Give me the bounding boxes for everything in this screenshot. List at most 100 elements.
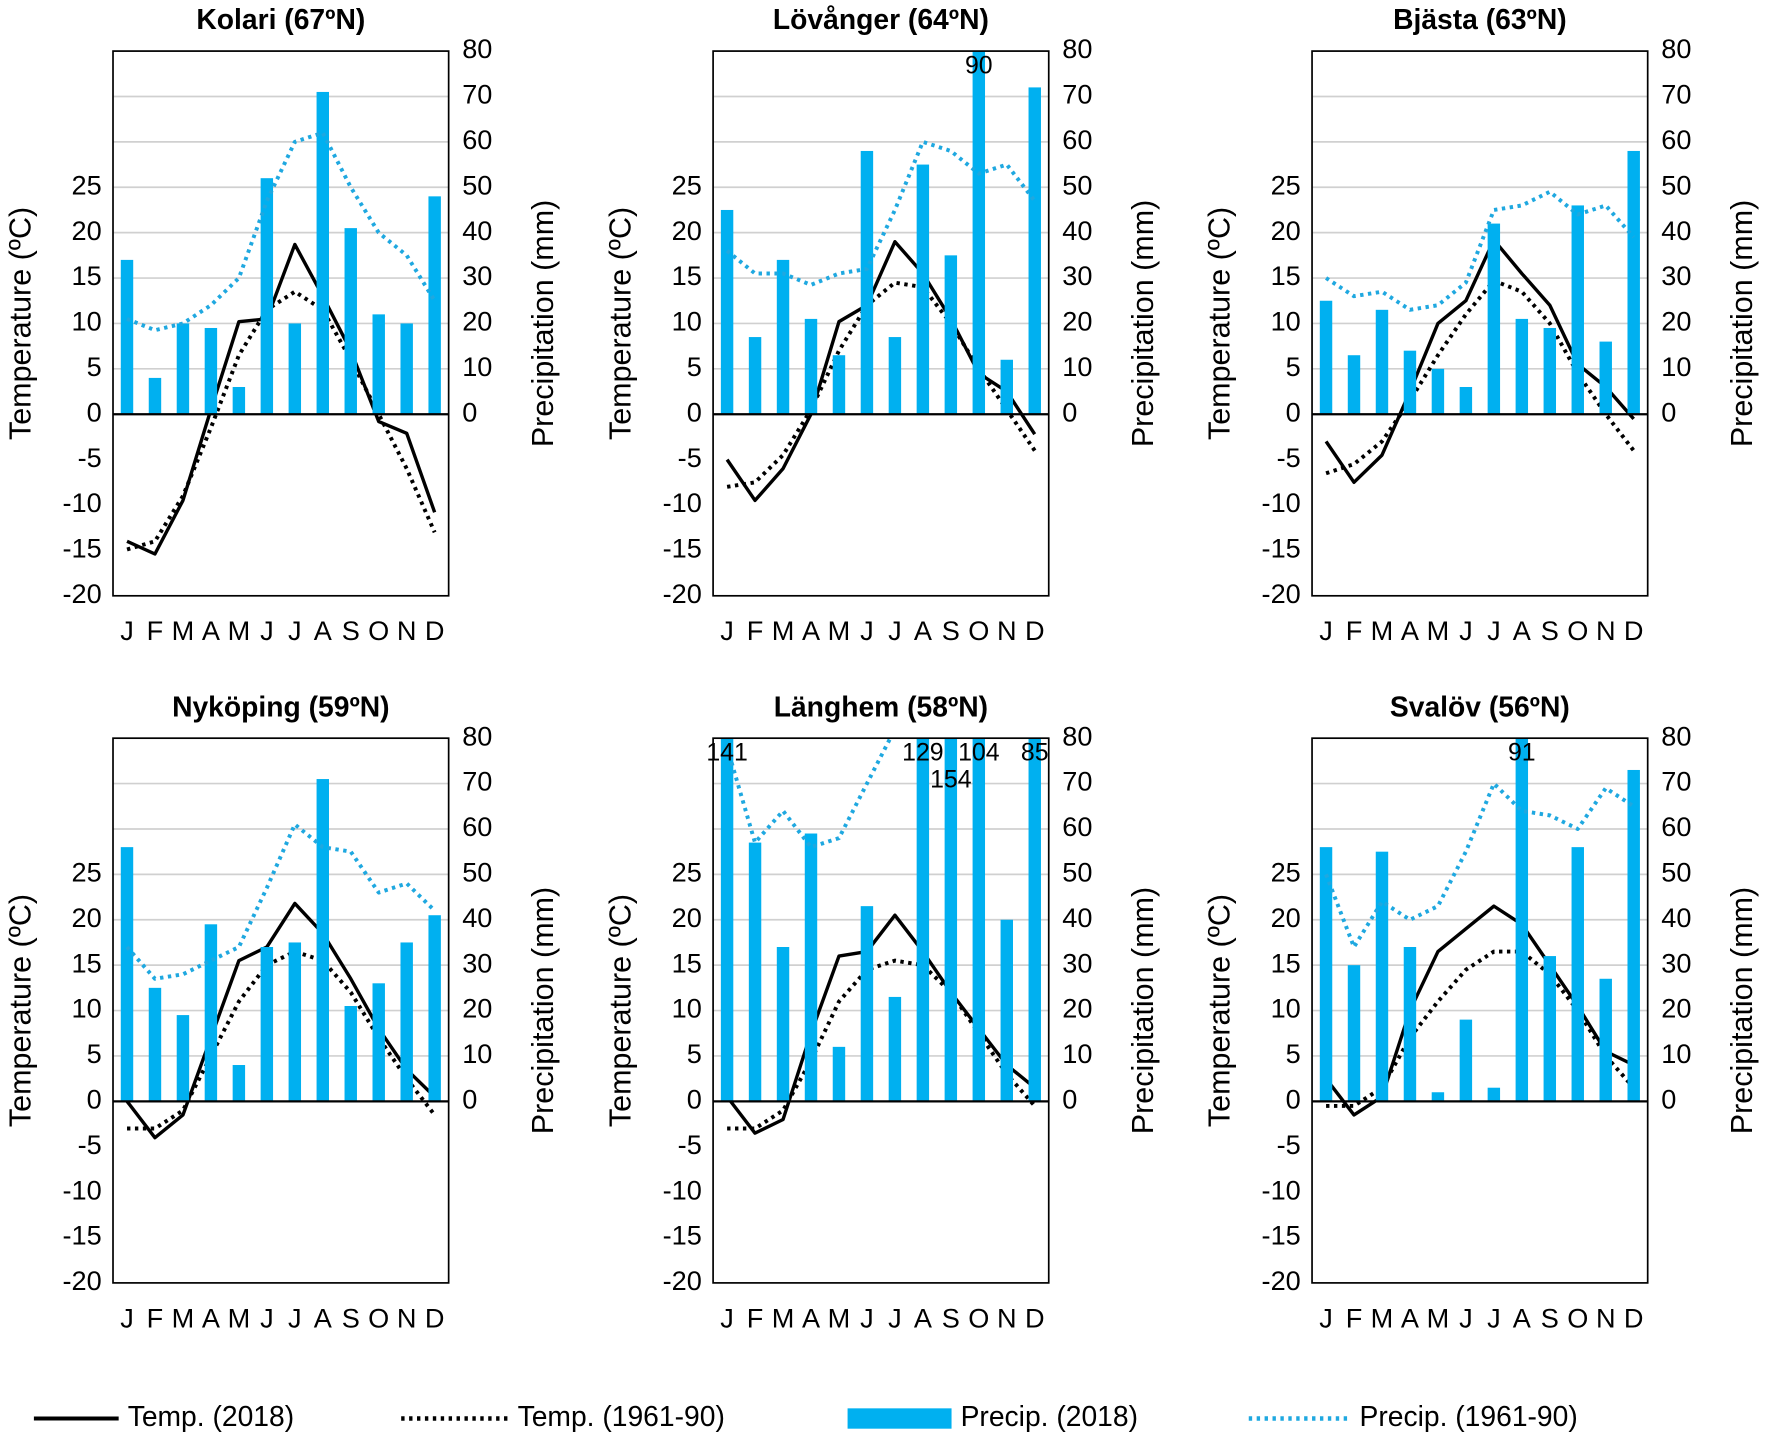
bar (1543, 327, 1557, 415)
line-series (725, 139, 1037, 287)
line-series (126, 242, 437, 556)
legend-swatch (847, 1408, 952, 1429)
x-tick-label: A (1513, 615, 1532, 646)
y-tick-label: -15 (63, 533, 102, 564)
y-tick-label: -10 (663, 487, 702, 518)
line-series (126, 289, 437, 552)
y2-axis-label: Precipitation (mm) (1725, 887, 1759, 1134)
bar (1459, 386, 1473, 415)
y2-tick-label: 0 (1661, 396, 1676, 427)
y-tick-label: -10 (1262, 487, 1301, 518)
y-tick-label: -15 (1262, 533, 1301, 564)
x-tick-label: A (202, 1302, 221, 1333)
panel: Nyköping (59ºN) -20 -15 -10 -5 0 5 10 15 20 25 0 10 2… (4, 690, 560, 1333)
x-tick-label: N (397, 615, 417, 646)
bar (1347, 355, 1361, 415)
y-tick-label: 10 (672, 993, 702, 1024)
bar (400, 323, 413, 415)
y2-tick-label: 50 (1661, 857, 1691, 888)
y-tick-label: 5 (87, 1038, 102, 1069)
y-axis-label: Temperature (ºC) (4, 207, 38, 440)
y-tick-label: -5 (78, 442, 102, 473)
x-tick-label: S (942, 1302, 960, 1333)
x-tick-label: J (860, 1302, 874, 1333)
bar (176, 1015, 190, 1102)
line-series (1324, 238, 1635, 485)
y-tick-label: -20 (663, 578, 702, 609)
bar (288, 323, 302, 415)
bar (1515, 318, 1529, 415)
x-tick-label: O (968, 1302, 989, 1333)
x-tick-label: F (147, 1302, 164, 1333)
x-tick-label: N (997, 1302, 1017, 1333)
x-tick-label: M (172, 1302, 195, 1333)
x-tick-label: D (1025, 615, 1045, 646)
plot-border (712, 50, 1050, 597)
x-tick-label: D (425, 615, 445, 646)
y2-tick-label: 60 (1062, 124, 1092, 155)
bar (316, 779, 330, 1102)
bar (1403, 350, 1417, 415)
x-tick-label: M (228, 615, 251, 646)
bar (888, 996, 902, 1102)
bar (260, 946, 274, 1102)
bar (860, 906, 874, 1102)
y2-tick-label: 30 (1661, 260, 1691, 291)
y-tick-label: -5 (678, 442, 702, 473)
value-label: 129 (902, 739, 943, 767)
panel: Bjästa (63ºN) -20 -15 -10 -5 0 5 10 15 20 25 0 10 20 3… (1203, 3, 1759, 646)
bar (748, 842, 762, 1102)
x-tick-label: A (1513, 1302, 1532, 1333)
y2-tick-label: 50 (1062, 169, 1092, 200)
value-label: 141 (706, 739, 747, 767)
chart-title: Nyköping (59ºN) (172, 690, 390, 722)
bar (1028, 87, 1041, 415)
bar (176, 323, 190, 415)
y2-tick-label: 70 (1062, 766, 1092, 797)
x-tick-label: J (1319, 615, 1333, 646)
panel: Lövånger (64ºN) -20 -15 -10 -5 0 5 10 15 20 25 0 10 2… (604, 3, 1160, 646)
y-tick-label: 0 (1286, 1083, 1301, 1114)
y2-tick-label: 70 (1062, 79, 1092, 110)
y-tick-label: 0 (687, 1083, 702, 1114)
y-axis-label: Temperature (ºC) (604, 207, 638, 440)
y2-tick-label: 20 (1661, 993, 1691, 1024)
y-tick-label: -5 (78, 1129, 102, 1160)
bar (944, 738, 958, 1102)
line-series (727, 958, 1037, 1131)
x-tick-label: O (368, 1302, 389, 1333)
plot-area (120, 779, 441, 1140)
y-tick-label: 10 (1271, 306, 1301, 337)
legend: Temp. (2018) Temp. (1961-90) Precip. (2018… (33, 1400, 1578, 1432)
y-tick-label: -20 (1262, 578, 1301, 609)
y-tick-label: -10 (63, 487, 102, 518)
y-tick-label: 15 (672, 947, 702, 978)
value-label: 104 (958, 739, 1000, 767)
bar (1571, 847, 1584, 1102)
x-tick-label: S (942, 615, 960, 646)
y2-tick-label: 60 (1661, 124, 1691, 155)
y2-tick-label: 80 (1661, 33, 1691, 64)
legend-label: Precip. (1961-90) (1360, 1400, 1578, 1432)
plot-border (1311, 737, 1649, 1284)
y-tick-label: 5 (1286, 351, 1301, 382)
y2-tick-label: 50 (1661, 169, 1691, 200)
x-tick-label: J (888, 615, 902, 646)
chart-title: Bjästa (63ºN) (1393, 3, 1567, 35)
bar (232, 1065, 246, 1102)
value-label: 91 (1508, 739, 1536, 767)
y-tick-label: 20 (72, 902, 102, 933)
y-tick-label: -15 (63, 1220, 102, 1251)
x-tick-label: F (747, 615, 764, 646)
y2-tick-label: 70 (462, 79, 492, 110)
y-tick-label: 25 (72, 857, 102, 888)
plot-area (1319, 150, 1640, 485)
plot-area (1319, 738, 1640, 1117)
y-tick-label: 5 (87, 351, 102, 382)
legend-label: Temp. (2018) (128, 1400, 294, 1432)
y2-tick-label: 0 (462, 396, 477, 427)
y-tick-label: 5 (687, 351, 702, 382)
bar (204, 924, 218, 1102)
bar (120, 259, 134, 415)
plot-area (120, 91, 441, 556)
